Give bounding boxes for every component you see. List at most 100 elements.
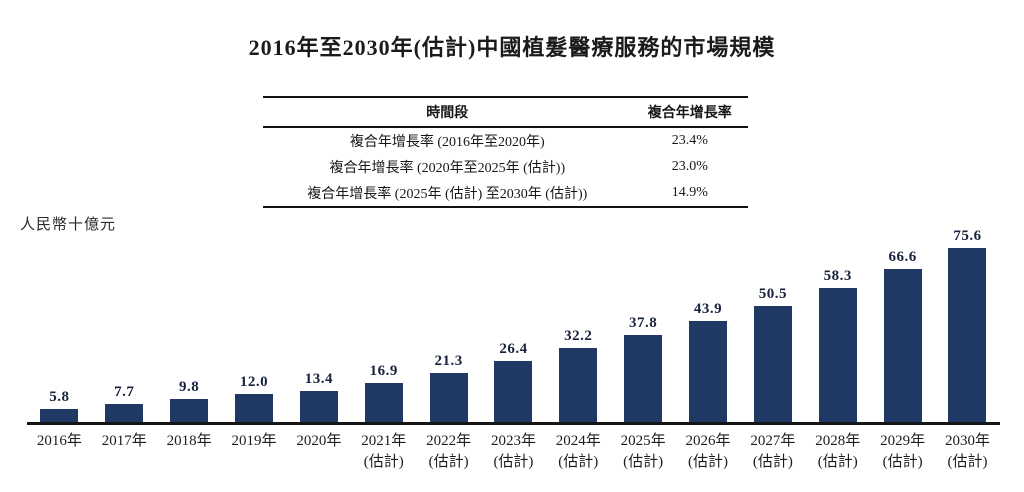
bar <box>689 321 728 422</box>
category-estimate-note: (估計) <box>947 454 988 470</box>
x-axis-category-label: 2024年 (估計) <box>546 425 611 473</box>
bar-group: 50.5 <box>740 286 805 422</box>
bar <box>494 361 533 422</box>
bar-value-label: 50.5 <box>758 286 787 302</box>
bar-group: 58.3 <box>805 268 870 422</box>
bar <box>624 335 663 422</box>
bar-group: 32.2 <box>546 328 611 422</box>
bar <box>818 288 857 422</box>
x-axis-category-label: 2026年 (估計) <box>676 425 741 473</box>
x-axis-category-label: 2030年 (估計) <box>935 425 1000 473</box>
bar <box>753 306 792 422</box>
bar <box>299 391 338 422</box>
category-year: 2027年 <box>750 433 796 449</box>
bar-value-label: 37.8 <box>629 315 658 331</box>
bar-group: 7.7 <box>92 384 157 422</box>
x-axis-category-label: 2018年 <box>166 433 212 449</box>
bar-group: 9.8 <box>157 379 222 422</box>
category-labels: 2016年 2017年 2018年 2019年 2020年 2021年 (估計) 2022年 (… <box>27 425 1000 473</box>
category-estimate-note: (估計) <box>493 454 534 470</box>
category-estimate-note: (估計) <box>817 454 858 470</box>
category-year: 2029年 <box>880 433 926 449</box>
bar <box>235 394 273 422</box>
x-axis-category-label: 2023年 (估計) <box>481 425 546 473</box>
bar-value-label: 26.4 <box>499 341 528 357</box>
bar-value-label: 43.9 <box>693 301 723 317</box>
bar-value-label: 12.0 <box>239 374 269 390</box>
category-estimate-note: (估計) <box>882 454 923 470</box>
bar-group: 37.8 <box>611 315 676 422</box>
category-year: 2024年 <box>555 433 601 449</box>
x-axis-category-label: 2027年 (估計) <box>740 425 805 473</box>
category-estimate-note: (估計) <box>623 454 664 470</box>
bar-group: 13.4 <box>286 371 351 422</box>
bar-value-label: 16.9 <box>369 363 398 379</box>
cagr-table-row: 複合年增長率 (2020年至2025年 (估計)) 23.0% <box>263 154 748 180</box>
cagr-table-row: 複合年增長率 (2025年 (估計) 至2030年 (估計)) 14.9% <box>263 180 748 207</box>
cagr-period-cell: 複合年增長率 (2025年 (估計) 至2030年 (估計)) <box>307 187 588 202</box>
bar-group: 12.0 <box>222 374 287 422</box>
bar-group: 43.9 <box>676 301 741 422</box>
category-estimate-note: (估計) <box>558 454 599 470</box>
x-axis-category-label: 2020年 <box>296 433 342 449</box>
bar-value-label: 13.4 <box>304 371 333 387</box>
y-axis-unit-label: 人民幣十億元 <box>20 217 117 233</box>
cagr-table-header-row: 時間段 複合年增長率 <box>263 97 748 128</box>
cagr-period-cell: 複合年增長率 (2020年至2025年 (估計)) <box>329 161 566 176</box>
bar-value-label: 21.3 <box>434 353 463 369</box>
bar <box>559 348 598 422</box>
cagr-table-header-period: 時間段 <box>263 97 632 128</box>
x-axis-category-label: 2017年 <box>101 433 147 449</box>
x-axis-category-label: 2021年 (估計) <box>351 425 416 473</box>
x-axis-category-label: 2019年 <box>231 433 277 449</box>
bar-value-label: 58.3 <box>823 268 852 284</box>
category-year: 2028年 <box>815 433 861 449</box>
category-estimate-note: (估計) <box>428 454 469 470</box>
bar <box>40 409 79 422</box>
x-axis-category-label: 2029年 (估計) <box>870 425 935 473</box>
bar-group: 16.9 <box>351 363 416 422</box>
bar-group: 75.6 <box>935 228 1000 422</box>
category-estimate-note: (估計) <box>752 454 793 470</box>
category-year: 2026年 <box>685 433 731 449</box>
bar <box>429 373 468 422</box>
cagr-table: 時間段 複合年增長率 複合年增長率 (2016年至2020年) 23.4% 複合年增… <box>263 96 748 208</box>
bar-value-label: 7.7 <box>114 384 135 400</box>
category-estimate-note: (估計) <box>363 454 404 470</box>
bar-chart: 5.8 7.7 9.8 12.0 13.4 16.9 21.3 26.4 32.2 37.8 43.… <box>27 222 1000 473</box>
category-year: 2021年 <box>361 433 407 449</box>
bar <box>170 399 209 422</box>
cagr-table-header-cagr: 複合年增長率 <box>631 97 748 128</box>
bar-value-label: 5.8 <box>49 389 70 405</box>
cagr-value-cell: 23.4% <box>671 133 708 148</box>
bar-group: 21.3 <box>416 353 481 422</box>
category-year: 2022年 <box>426 433 472 449</box>
bar-group: 66.6 <box>870 249 935 422</box>
chart-title: 2016年至2030年(估計)中國植髮醫療服務的市場規模 <box>248 35 776 60</box>
bar <box>948 248 987 422</box>
category-year: 2030年 <box>944 433 990 449</box>
x-axis-category-label: 2025年 (估計) <box>611 425 676 473</box>
bar-value-label: 75.6 <box>953 228 982 244</box>
bar-group: 26.4 <box>481 341 546 422</box>
bar-group: 5.8 <box>27 389 92 422</box>
cagr-value-cell: 14.9% <box>671 185 708 200</box>
cagr-value-cell: 23.0% <box>671 159 708 174</box>
bar <box>105 404 144 422</box>
cagr-period-cell: 複合年增長率 (2016年至2020年) <box>349 135 545 150</box>
x-axis-category-label: 2028年 (估計) <box>805 425 870 473</box>
cagr-table-body: 複合年增長率 (2016年至2020年) 23.4% 複合年增長率 (2020年至2… <box>263 127 748 207</box>
x-axis-category-label: 2016年 <box>36 433 82 449</box>
bar <box>883 269 922 422</box>
category-year: 2025年 <box>620 433 666 449</box>
bar-value-label: 32.2 <box>564 328 593 344</box>
category-year: 2023年 <box>490 433 536 449</box>
cagr-table-row: 複合年增長率 (2016年至2020年) 23.4% <box>263 127 748 154</box>
bar <box>364 383 403 422</box>
category-estimate-note: (估計) <box>688 454 729 470</box>
bar-value-label: 66.6 <box>888 249 917 265</box>
bars-area: 5.8 7.7 9.8 12.0 13.4 16.9 21.3 26.4 32.2 37.8 43.… <box>27 222 1000 425</box>
x-axis-category-label: 2022年 (估計) <box>416 425 481 473</box>
bar-value-label: 9.8 <box>179 379 200 395</box>
